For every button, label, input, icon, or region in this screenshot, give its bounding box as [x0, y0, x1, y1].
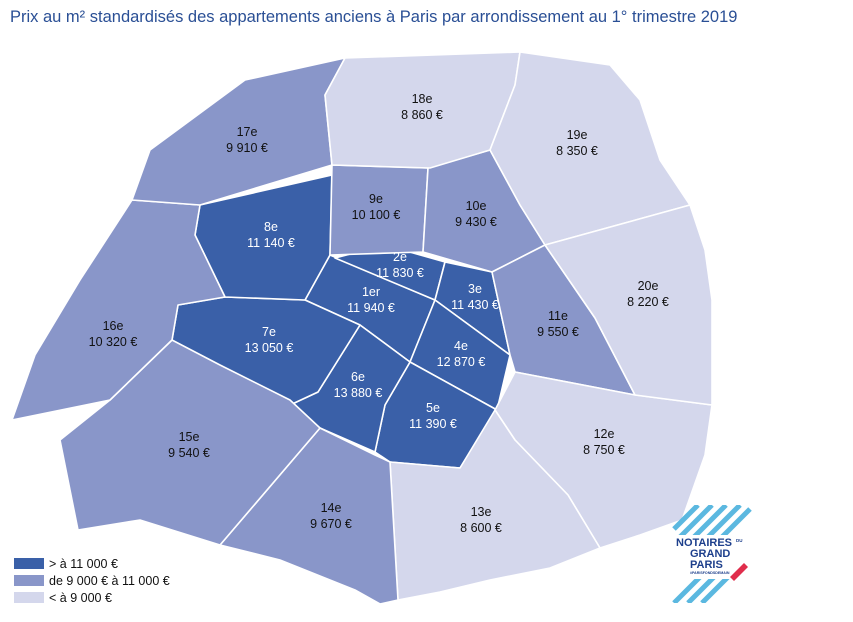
arrondissement-price-14e: 9 670 € — [310, 517, 352, 531]
arrondissement-name-4e: 4e — [454, 339, 468, 353]
arrondissement-price-2e: 11 830 € — [376, 266, 424, 280]
logo-text-paris: PARIS — [690, 559, 723, 571]
arrondissement-name-14e: 14e — [321, 501, 342, 515]
legend-swatch-mid — [14, 575, 44, 586]
logo-text-grand: GRAND — [690, 548, 730, 560]
arrondissement-name-2e: 2e — [393, 250, 407, 264]
arrondissement-name-15e: 15e — [179, 430, 200, 444]
legend-item-low: < à 9 000 € — [14, 589, 170, 606]
logo-text-du: DU — [736, 538, 743, 543]
arrondissement-16e — [11, 199, 226, 421]
arrondissement-price-11e: 9 550 € — [537, 325, 579, 339]
arrondissement-name-1er: 1er — [362, 285, 380, 299]
arrondissement-price-3e: 11 430 € — [451, 298, 499, 312]
arrondissement-name-11e: 11e — [548, 309, 568, 323]
legend-label-mid: de 9 000 € à 11 000 € — [49, 573, 170, 588]
arrondissement-price-19e: 8 350 € — [556, 144, 598, 158]
arrondissement-name-6e: 6e — [351, 370, 365, 384]
logo-text-tagline: #PARISFONDSDEMAIN — [690, 571, 730, 575]
logo-red-accent — [730, 563, 748, 581]
arrondissement-name-17e: 17e — [237, 125, 258, 139]
arrondissement-price-1er: 11 940 € — [347, 301, 395, 315]
arrondissement-name-9e: 9e — [369, 192, 383, 206]
arrondissement-price-8e: 11 140 € — [247, 236, 295, 250]
arrondissement-price-13e: 8 600 € — [460, 521, 502, 535]
legend-swatch-low — [14, 592, 44, 603]
legend-label-low: < à 9 000 € — [49, 590, 112, 605]
arrondissement-price-20e: 8 220 € — [627, 295, 669, 309]
arrondissement-price-17e: 9 910 € — [226, 141, 268, 155]
arrondissement-name-19e: 19e — [567, 128, 588, 142]
arrondissement-name-10e: 10e — [466, 199, 487, 213]
arrondissement-price-7e: 13 050 € — [245, 341, 294, 355]
arrondissement-price-5e: 11 390 € — [409, 417, 457, 431]
legend-item-mid: de 9 000 € à 11 000 € — [14, 572, 170, 589]
legend-item-high: > à 11 000 € — [14, 555, 170, 572]
arrondissement-price-4e: 12 870 € — [437, 355, 486, 369]
arrondissement-name-18e: 18e — [412, 92, 433, 106]
arrondissement-name-7e: 7e — [262, 325, 276, 339]
arrondissement-name-3e: 3e — [468, 282, 482, 296]
arrondissement-price-12e: 8 750 € — [583, 443, 625, 457]
notaires-grand-paris-logo: NOTAIRES DU GRAND PARIS #PARISFONDSDEMAI… — [672, 505, 752, 603]
arrondissement-name-16e: 16e — [103, 319, 124, 333]
arrondissement-price-16e: 10 320 € — [89, 335, 138, 349]
arrondissement-name-8e: 8e — [264, 220, 278, 234]
legend-swatch-high — [14, 558, 44, 569]
arrondissement-price-6e: 13 880 € — [334, 386, 383, 400]
logo-text-notaires: NOTAIRES — [676, 537, 732, 549]
arrondissement-price-15e: 9 540 € — [168, 446, 210, 460]
arrondissement-name-5e: 5e — [426, 401, 440, 415]
arrondissement-15e — [59, 339, 321, 546]
legend-label-high: > à 11 000 € — [49, 556, 118, 571]
arrondissement-name-20e: 20e — [638, 279, 659, 293]
arrondissement-name-13e: 13e — [471, 505, 492, 519]
arrondissement-14e — [219, 427, 399, 605]
arrondissement-price-18e: 8 860 € — [401, 108, 443, 122]
legend: > à 11 000 € de 9 000 € à 11 000 € < à 9… — [14, 555, 170, 606]
arrondissement-13e — [389, 409, 601, 601]
map-title: Prix au m² standardisés des appartements… — [10, 8, 738, 26]
arrondissement-name-12e: 12e — [594, 427, 615, 441]
arrondissement-20e — [544, 204, 713, 406]
arrondissement-price-9e: 10 100 € — [352, 208, 401, 222]
arrondissement-price-10e: 9 430 € — [455, 215, 497, 229]
